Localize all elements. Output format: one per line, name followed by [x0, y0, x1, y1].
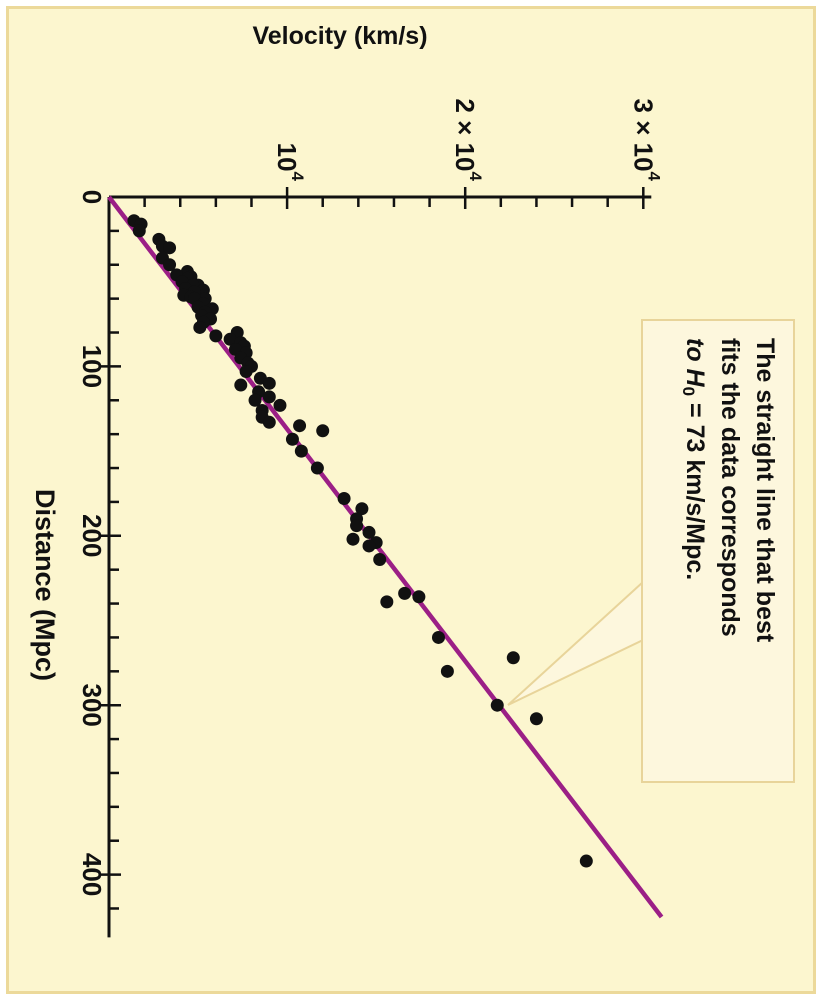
data-point [239, 364, 253, 378]
data-point [346, 532, 360, 546]
callout-line-2: fits the data corresponds [716, 338, 744, 637]
data-point [234, 378, 248, 392]
data-point [316, 424, 330, 438]
callout-text-to: to H [681, 338, 709, 388]
data-point [412, 590, 426, 604]
callout-pointer [507, 579, 644, 706]
data-point [355, 502, 369, 516]
data-point [337, 492, 351, 506]
callout-text: The straight line that best fits the dat… [680, 338, 780, 643]
y-axis-label: Velocity (km/s) [252, 22, 427, 50]
data-point [163, 241, 177, 255]
data-point [163, 258, 177, 272]
callout-line-3: to H0 = 73 km/s/Mpc. [680, 338, 710, 580]
x-axis-label: Distance (Mpc) [30, 489, 60, 681]
data-point [132, 224, 146, 238]
callout-subscript: 0 [680, 387, 699, 396]
data-point [506, 651, 520, 665]
distance-tick-label: 0 [77, 190, 107, 204]
data-point [285, 432, 299, 446]
data-point [529, 712, 543, 726]
callout-group: The straight line that best fits the dat… [507, 319, 795, 783]
data-point [209, 329, 223, 343]
data-point [350, 519, 364, 533]
chart-frame: 0 100 200 300 400 104 2 × 104 3 × 104 The strai… [6, 6, 816, 994]
velocity-tick-label: 104 [272, 143, 308, 182]
tick-mantissa: 2 × 10 [450, 99, 480, 172]
data-point [273, 398, 287, 412]
data-point [380, 595, 394, 609]
tick-exponent: 4 [289, 172, 308, 182]
tick-exponent: 4 [645, 172, 664, 182]
data-point [373, 553, 387, 567]
points-group [127, 214, 593, 868]
velocity-tick-label: 3 × 104 [628, 99, 664, 182]
data-point [193, 320, 207, 334]
data-point [579, 854, 593, 868]
data-point [262, 390, 276, 404]
data-point [310, 461, 324, 475]
tick-mantissa: 10 [272, 143, 302, 172]
distance-tick-label: 100 [77, 345, 107, 388]
data-point [398, 586, 412, 600]
data-point [294, 444, 308, 458]
data-point [223, 332, 237, 346]
data-point [431, 630, 445, 644]
data-point [248, 393, 262, 407]
data-point [262, 376, 276, 390]
data-point [293, 419, 307, 433]
data-point [362, 525, 376, 539]
tick-exponent: 4 [467, 172, 486, 182]
distance-tick-label: 400 [77, 853, 107, 896]
tick-mantissa: 3 × 10 [628, 99, 658, 172]
callout-box [641, 319, 795, 783]
callout-line-1: The straight line that best [751, 338, 779, 643]
data-point [440, 664, 454, 678]
distance-tick-label: 300 [77, 684, 107, 727]
data-point [262, 415, 276, 429]
distance-tick-label: 200 [77, 514, 107, 557]
data-point [490, 698, 504, 712]
data-point [362, 539, 376, 553]
callout-text-value: = 73 km/s/Mpc. [681, 396, 709, 580]
velocity-tick-label: 2 × 104 [450, 99, 486, 182]
